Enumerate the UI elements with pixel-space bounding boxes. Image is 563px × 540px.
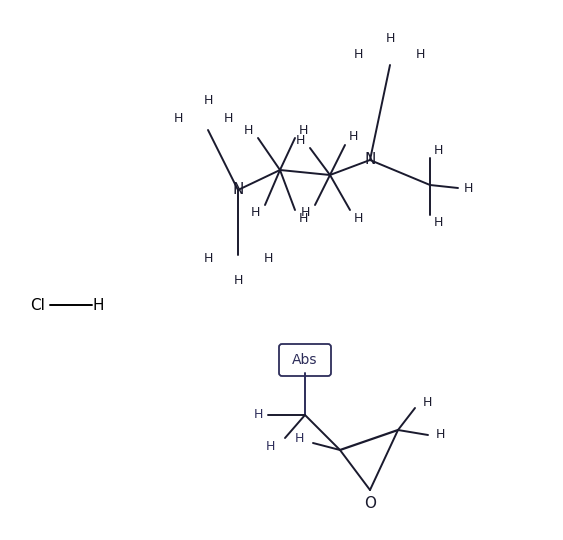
Text: H: H — [300, 206, 310, 219]
Text: H: H — [253, 408, 263, 422]
Text: H: H — [434, 144, 443, 157]
Text: Cl: Cl — [30, 298, 46, 313]
Text: H: H — [298, 212, 308, 225]
Text: H: H — [251, 206, 260, 219]
Text: H: H — [354, 49, 363, 62]
Text: H: H — [385, 31, 395, 44]
Text: H: H — [243, 124, 253, 137]
Text: N: N — [364, 152, 376, 167]
Text: O: O — [364, 496, 376, 511]
FancyBboxPatch shape — [279, 344, 331, 376]
Text: H: H — [92, 298, 104, 313]
Text: H: H — [233, 273, 243, 287]
Text: H: H — [415, 49, 425, 62]
Text: N: N — [233, 183, 244, 198]
Text: H: H — [263, 252, 272, 265]
Text: H: H — [203, 252, 213, 265]
Text: Abs: Abs — [292, 353, 318, 367]
Text: H: H — [434, 217, 443, 230]
Text: H: H — [296, 133, 305, 146]
Text: H: H — [294, 431, 303, 444]
Text: H: H — [173, 111, 182, 125]
Text: H: H — [463, 181, 473, 194]
Text: H: H — [224, 111, 233, 125]
Text: H: H — [203, 93, 213, 106]
Text: H: H — [298, 124, 308, 137]
Text: H: H — [422, 396, 432, 409]
Text: H: H — [265, 440, 275, 453]
Text: H: H — [435, 429, 445, 442]
Text: H: H — [354, 212, 363, 225]
Text: H: H — [348, 131, 358, 144]
